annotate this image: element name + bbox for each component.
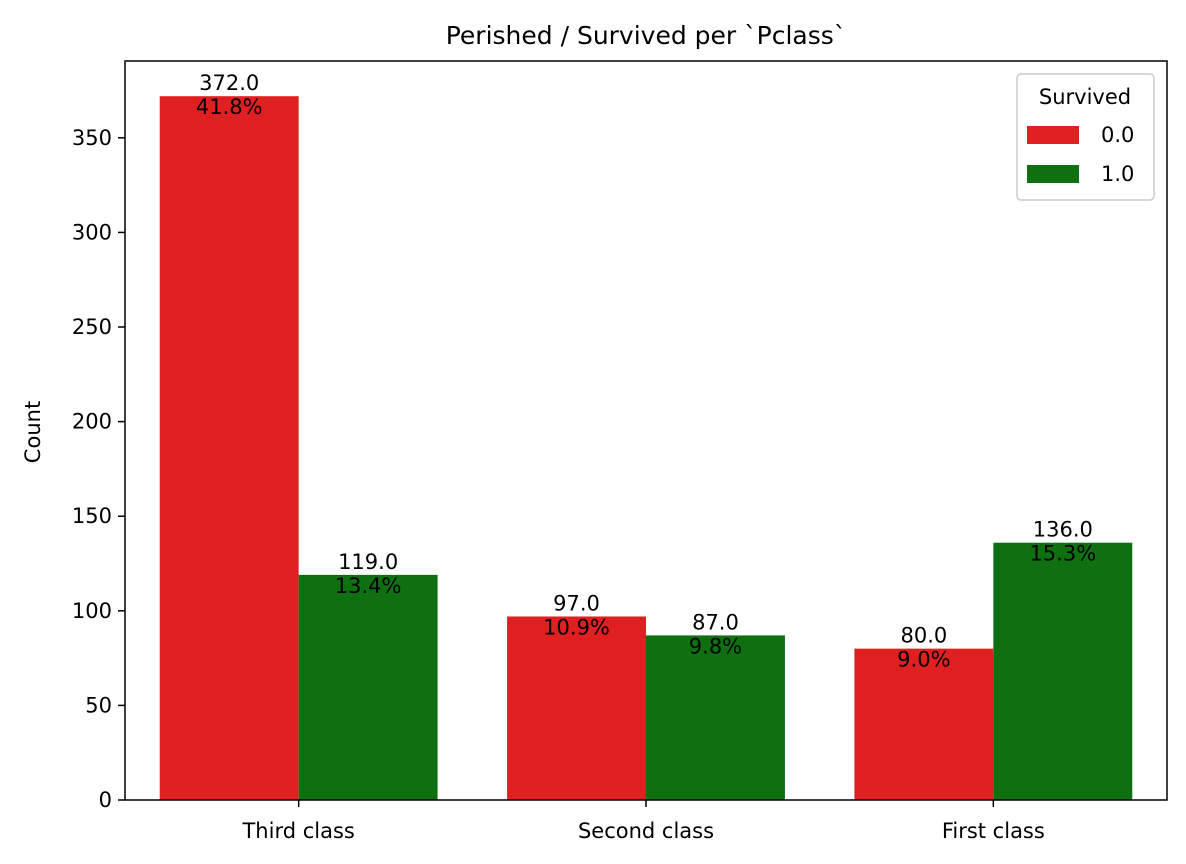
bar-percent-label: 13.4% — [335, 574, 402, 598]
legend-label: 0.0 — [1101, 123, 1134, 147]
bar-1.0-first-class — [993, 542, 1133, 800]
y-tick-label: 0 — [99, 788, 112, 812]
bar-1.0-third-class — [298, 574, 438, 800]
legend-swatch-0.0 — [1027, 126, 1079, 144]
legend-label: 1.0 — [1101, 162, 1134, 186]
legend-title: Survived — [1039, 85, 1131, 109]
bar-value-label: 80.0 — [900, 624, 947, 648]
bar-labels-group: 372.041.8% 97.010.9% 80.09.0% 119.013.4% 87.… — [196, 71, 1096, 671]
y-axis: 0 50 100 150 200 250 300 350 — [72, 126, 125, 812]
x-tick-label: Third class — [241, 819, 354, 843]
bar-value-label: 372.0 — [199, 71, 259, 95]
x-tick-label: First class — [942, 819, 1045, 843]
y-tick-label: 100 — [72, 599, 112, 623]
x-tick-label: Second class — [578, 819, 714, 843]
bar-1.0-second-class — [646, 635, 785, 800]
bar-percent-label: 41.8% — [196, 95, 263, 119]
y-tick-label: 150 — [72, 504, 112, 528]
bar-percent-label: 15.3% — [1029, 542, 1096, 566]
y-tick-label: 250 — [72, 315, 112, 339]
legend: Survived 0.0 1.0 — [1016, 73, 1155, 201]
y-axis-label: Count — [21, 401, 45, 463]
bar-value-label: 87.0 — [692, 610, 739, 634]
plot-frame — [124, 60, 1168, 801]
y-tick-label: 350 — [72, 126, 112, 150]
bar-value-label: 119.0 — [338, 550, 398, 574]
bar-value-label: 97.0 — [553, 591, 600, 615]
legend-entries: 0.0 1.0 — [1027, 123, 1134, 186]
legend-swatch-1.0 — [1027, 165, 1079, 183]
bar-value-label: 136.0 — [1033, 518, 1093, 542]
bar-percent-label: 10.9% — [543, 615, 610, 639]
chart-title: Perished / Survived per `Pclass` — [446, 21, 847, 50]
bar-0.0-second-class — [507, 616, 646, 800]
y-tick-label: 50 — [85, 693, 112, 717]
y-tick-label: 300 — [72, 220, 112, 244]
y-tick-label: 200 — [72, 410, 112, 434]
x-axis: Third class Second class First class — [241, 800, 1045, 843]
bars-group — [159, 96, 1133, 800]
bar-0.0-third-class — [159, 96, 299, 800]
bar-percent-label: 9.0% — [897, 648, 950, 672]
bar-percent-label: 9.8% — [689, 634, 742, 658]
bar-0.0-first-class — [854, 648, 994, 800]
